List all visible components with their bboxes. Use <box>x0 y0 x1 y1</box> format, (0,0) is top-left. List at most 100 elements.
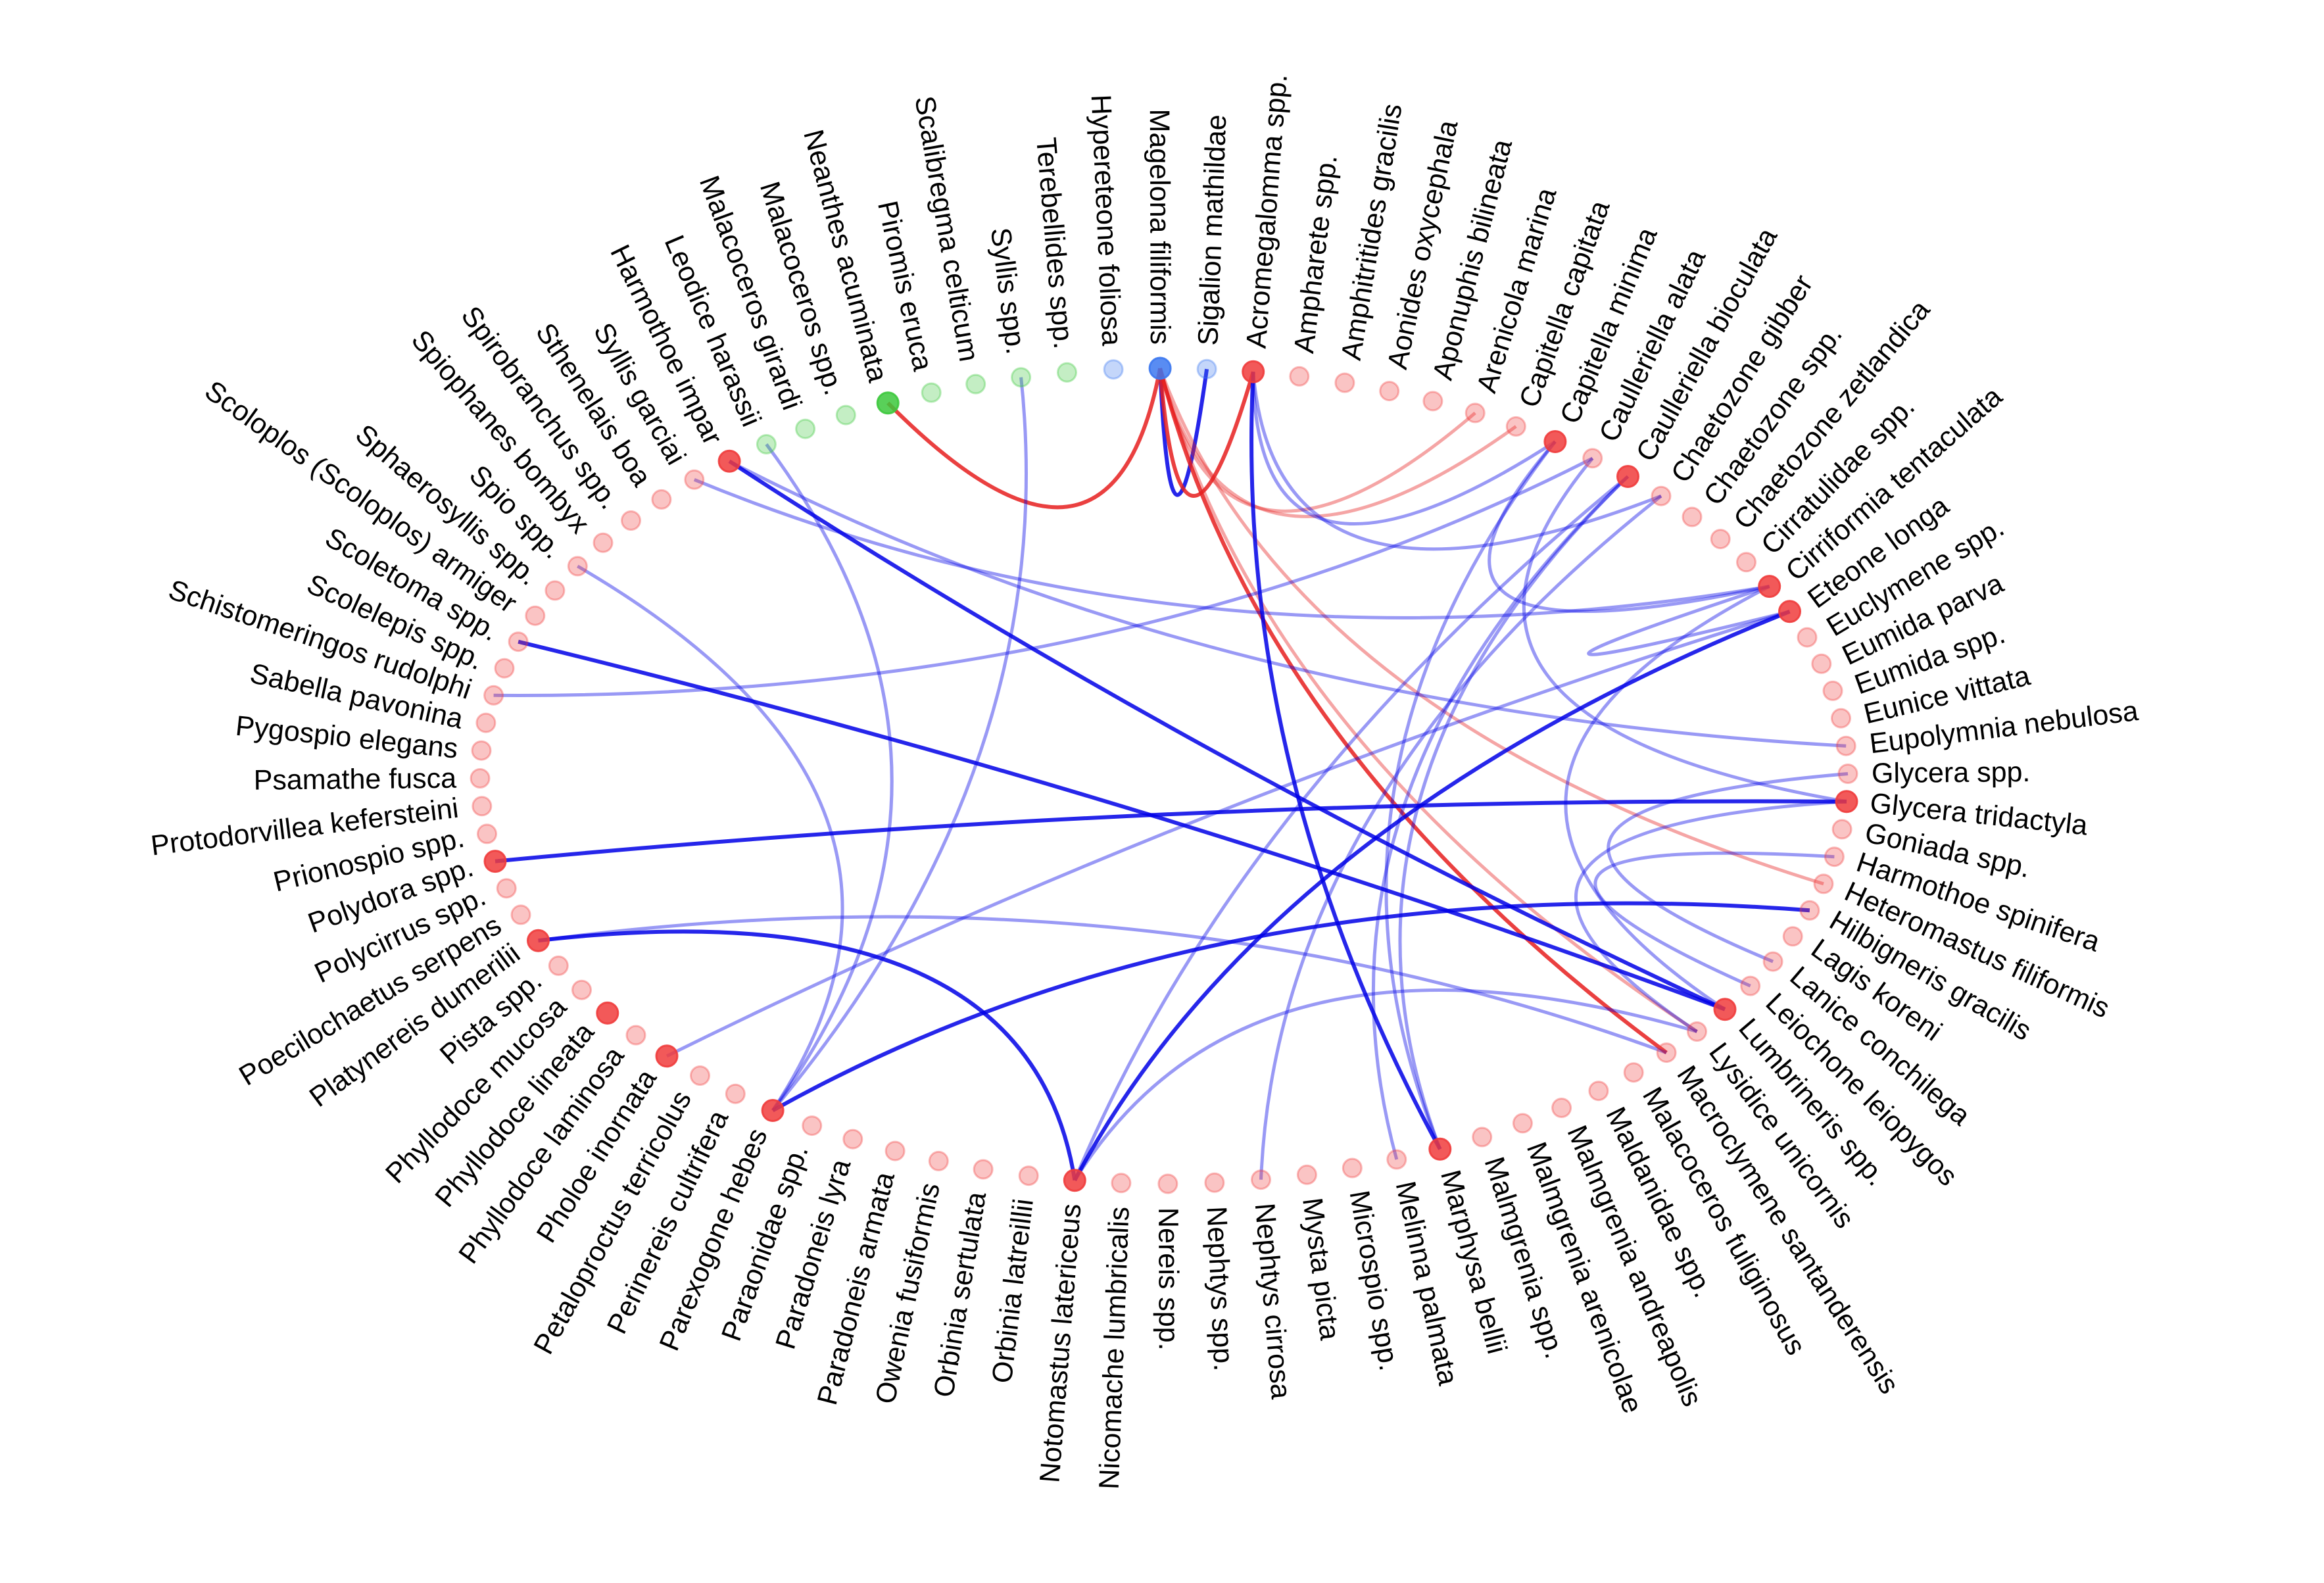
edge-cirriformia-tentaculata-to-lumbrineris-spp <box>1564 585 1770 1011</box>
node-label: Nereis spp. <box>1152 1207 1184 1351</box>
edge-schistomeringos-rudolphi-to-caulleriella-alata <box>493 456 1593 697</box>
node-acromegalomma-spp <box>1242 360 1265 383</box>
node-glycera-spp <box>1837 764 1858 784</box>
node-lysidice-unicornis <box>1687 1021 1707 1042</box>
node-pholoe-inornata <box>655 1044 679 1068</box>
edge-magelona-filiformis-to-lysidice-unicornis <box>1158 368 1698 1033</box>
node-lagis-koreni <box>1782 926 1803 947</box>
node-scolelepis-spp <box>494 658 515 679</box>
node-phyllodoce-mucosa <box>571 979 592 1000</box>
node-platynereis-dumerilii <box>527 929 550 952</box>
edge-marphysa-bellii-to-capitella-minima <box>1384 440 1557 1150</box>
node-label: Nephtys cirrosa <box>1249 1202 1297 1400</box>
edge-platynereis-dumerilii-to-notomastus-latericeus <box>538 929 1077 1181</box>
node-nicomache-lumbricalis <box>1111 1173 1132 1194</box>
edge-melinna-palmata-to-caulleriella-bioculata <box>1371 475 1630 1160</box>
edge-glycera-tridactyla-to-polydora-spp <box>495 799 1847 864</box>
node-polycirrus-spp <box>496 878 517 899</box>
node-orbinia-sertulata <box>973 1159 994 1180</box>
node-label: Mysta picta <box>1296 1196 1345 1342</box>
node-harmothoe-impar <box>717 449 741 473</box>
node-polydora-spp <box>483 850 507 873</box>
node-sthenelais-boa <box>651 489 672 510</box>
node-protodorvillea-kefersteini <box>472 796 493 817</box>
edges-layer <box>493 368 1849 1182</box>
node-aonides-oxycephala <box>1379 381 1400 402</box>
edge-harmothoe-impar-to-lumbrineris-spp <box>728 459 1726 1011</box>
node-caulleriella-bioculata <box>1616 465 1639 488</box>
edge-lanice-conchilega-to-glycera-spp <box>1607 772 1849 963</box>
node-prionospio-spp <box>477 823 497 844</box>
node-label: Nephtys spp. <box>1201 1206 1240 1372</box>
node-nereis-spp <box>1157 1173 1178 1194</box>
edge-platynereis-dumerilii-to-macroclymene-santanderensis <box>538 915 1667 1054</box>
node-mysta-picta <box>1296 1164 1317 1185</box>
node-label: Hypereteone foliosa <box>1085 94 1128 347</box>
node-label: Sigalion mathildae <box>1192 114 1232 346</box>
node-sabella-pavonina <box>475 712 496 733</box>
node-terebellides-spp <box>1057 362 1077 383</box>
node-hypereteone-foliosa <box>1103 359 1124 380</box>
node-label: Magelona filiformis <box>1144 109 1176 345</box>
node-malacoceros-fuliginosus <box>1623 1062 1644 1083</box>
node-macroclymene-santanderensis <box>1656 1042 1677 1063</box>
node-heteromastus-filiformis <box>1813 873 1834 894</box>
node-pista-spp <box>548 955 569 976</box>
nodes-layer <box>470 356 1858 1194</box>
edge-magelona-filiformis-to-neanthes-acuminata <box>886 368 1163 510</box>
node-notomastus-latericeus <box>1063 1169 1086 1192</box>
node-eupolymnia-nebulosa <box>1835 735 1856 756</box>
node-magelona-filiformis <box>1148 356 1172 380</box>
edge-parexogone-hebes-to-spio-spp <box>577 564 844 1111</box>
node-caulleriella-alata <box>1582 448 1603 469</box>
edge-glycera-tridactyla-to-lysidice-unicornis <box>1574 800 1847 1033</box>
edge-glycera-tridactyla-to-caulleriella-alata <box>1522 457 1847 804</box>
node-malmgrenia-arenicolae <box>1512 1113 1533 1134</box>
edge-notomastus-latericeus-to-caulleriella-bioculata <box>1073 475 1630 1181</box>
node-chaetozone-zetlandica <box>1710 529 1731 550</box>
edge-parexogone-hebes-to-leodice-harassii <box>765 443 894 1111</box>
edge-eteone-longa-to-pholoe-inornata <box>666 610 1791 1058</box>
node-label: Glycera spp. <box>1872 756 2031 789</box>
edge-acromegalomma-spp-to-capitella-minima <box>1251 372 1557 525</box>
node-paraonidae-spp <box>802 1115 823 1136</box>
edge-scoletoma-spp-to-lumbrineris-spp <box>518 639 1726 1011</box>
node-glycera-tridactyla <box>1835 790 1858 814</box>
node-perinereis-cultrifera <box>725 1083 746 1104</box>
edge-eteone-longa-to-notomastus-latericeus <box>1073 610 1791 1182</box>
node-paradoneis-armata <box>884 1140 906 1161</box>
node-eunice-vittata <box>1831 708 1851 729</box>
edge-marphysa-bellii-to-caulleriella-bioculata <box>1398 475 1630 1150</box>
node-cirriformia-tentaculata <box>1758 575 1781 598</box>
node-piromis-eruca <box>921 382 942 403</box>
node-eumida-spp <box>1822 680 1843 701</box>
node-chaetozone-gibber <box>1651 485 1672 506</box>
node-label: Notomastus latericeus <box>1034 1203 1087 1484</box>
node-paradoneis-lyra <box>842 1129 863 1150</box>
node-eumida-parva <box>1811 653 1832 674</box>
node-spio-spp <box>567 556 588 577</box>
edge-nephtys-cirrosa-to-chaetozone-gibber <box>1259 495 1662 1180</box>
node-cirratulidae-spp <box>1736 552 1756 573</box>
node-label: Psamathe fusca <box>253 763 456 796</box>
node-sphaerosyllis-spp <box>545 580 566 601</box>
node-label: Nicomache lumbricalis <box>1094 1206 1136 1490</box>
node-malacoceros-spp <box>835 404 856 426</box>
edge-acromegalomma-spp-to-chaetozone-gibber <box>1251 372 1662 551</box>
node-malmgrenia-spp <box>1472 1127 1493 1148</box>
node-euclymene-spp <box>1797 627 1818 648</box>
edge-parexogone-hebes-to-syllis-spp <box>771 377 1028 1112</box>
node-malmgrenia-andreapolis <box>1551 1098 1572 1118</box>
edge-magelona-filiformis-to-capitella-capitata <box>1158 368 1517 518</box>
node-label: Terebellides spp. <box>1030 136 1079 351</box>
node-chaetozone-spp <box>1682 506 1703 527</box>
node-eteone-longa <box>1778 600 1801 623</box>
node-lumbrineris-spp <box>1713 998 1737 1021</box>
node-neanthes-acuminata <box>876 391 900 415</box>
node-sigalion-mathildae <box>1196 358 1217 379</box>
node-capitella-minima <box>1543 430 1567 453</box>
node-label: Acromegalomma spp. <box>1240 73 1294 350</box>
node-malacoceros-girardi <box>795 418 816 439</box>
node-maldanidae-spp <box>1588 1081 1609 1102</box>
